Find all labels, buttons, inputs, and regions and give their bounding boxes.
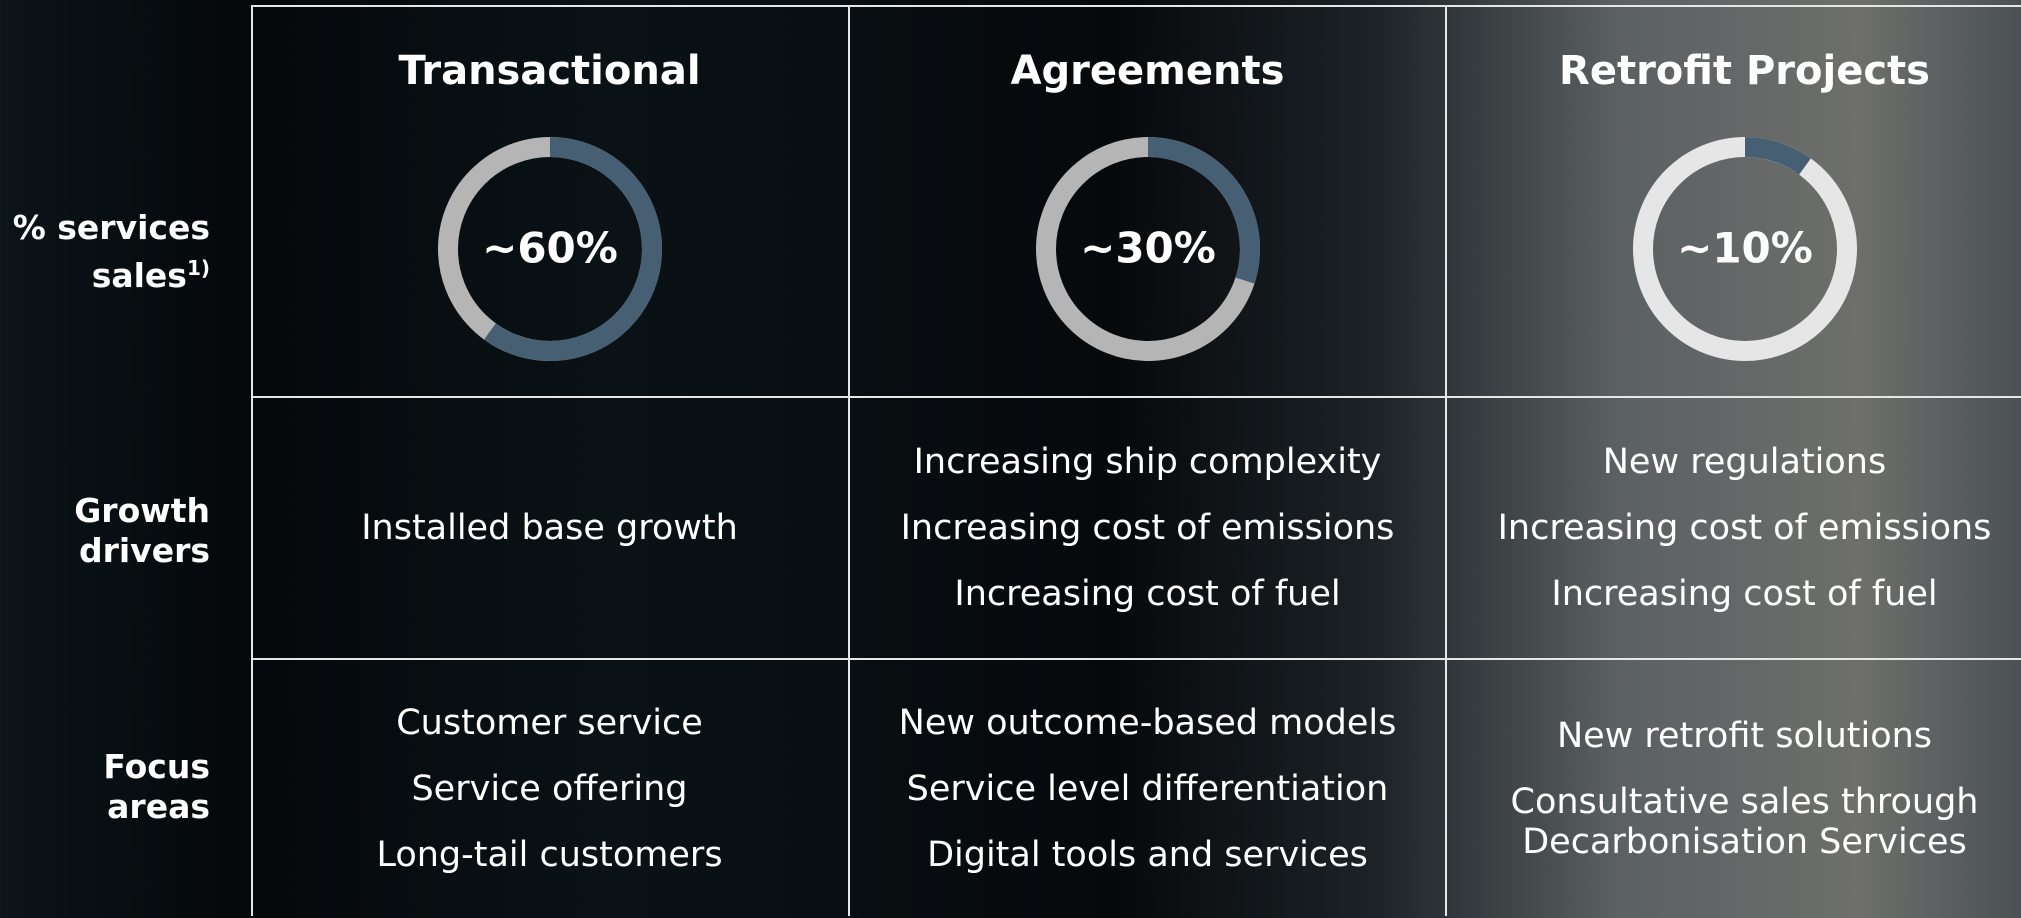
row-label-text: areas [107,787,210,826]
row-label-text: sales [91,256,187,295]
row-label-line: sales1) [0,248,210,296]
row-label-text: Focus [103,747,210,786]
growth-driver: Increasing cost of fuel [954,574,1341,614]
focus-areas-cell: Customer service Service offering Long-tai… [251,660,848,918]
row-label-line: % services [0,208,210,248]
row-label-text: % services [12,208,210,247]
row-label: Focus areas [0,747,210,827]
focus-area: New outcome-based models [898,703,1397,743]
focus-area: Customer service [396,703,703,743]
focus-area: Digital tools and services [927,835,1368,875]
focus-area: Long-tail customers [376,835,723,875]
focus-area: Service level differentiation [906,769,1389,809]
column-title: Agreements [1010,48,1285,94]
focus-area: Service offering [411,769,688,809]
growth-drivers-cell: Installed base growth [251,398,848,658]
focus-areas-cell: New outcome-based models Service level di… [849,660,1446,918]
donut-label: ~60% [482,224,618,273]
row-label: % services sales1) [0,208,210,296]
column-title: Transactional [398,48,701,94]
row-label-text: Growth [74,491,210,530]
donut-segment [1633,137,1857,361]
row-label-line: drivers [0,531,210,571]
row-label-line: areas [0,787,210,827]
row-label-text: drivers [78,531,210,570]
donut-segment [1036,137,1260,361]
row-label-line: Focus [0,747,210,787]
grid-line [848,6,850,916]
footnote-marker: 1) [186,256,210,280]
donut-label: ~30% [1080,224,1216,273]
donut-label: ~10% [1677,224,1813,273]
growth-driver: Increasing ship complexity [913,442,1382,482]
grid-line [251,658,2021,660]
growth-driver: Increasing cost of emissions [1497,508,1992,548]
growth-driver: New regulations [1602,442,1887,482]
donut-chart: ~30% [1036,137,1260,361]
growth-drivers-cell: Increasing ship complexity Increasing cos… [849,398,1446,658]
donut-segment [438,137,662,361]
column-title: Retrofit Projects [1559,48,1930,94]
grid-line [251,6,253,916]
focus-area: New retrofit solutions [1556,716,1933,756]
growth-driver: Increasing cost of fuel [1551,574,1938,614]
grid-line [251,5,2021,7]
focus-area: Consultative sales through Decarbonisati… [1510,782,1979,862]
focus-areas-cell: New retrofit solutions Consultative sales… [1446,660,2021,918]
row-label: Growth drivers [0,491,210,571]
growth-driver: Installed base growth [361,508,738,548]
grid-line [251,396,2021,398]
grid-line [1445,6,1447,916]
donut-chart: ~10% [1633,137,1857,361]
donut-chart: ~60% [438,137,662,361]
row-label-line: Growth [0,491,210,531]
growth-driver: Increasing cost of emissions [900,508,1395,548]
growth-drivers-cell: New regulations Increasing cost of emissi… [1446,398,2021,658]
